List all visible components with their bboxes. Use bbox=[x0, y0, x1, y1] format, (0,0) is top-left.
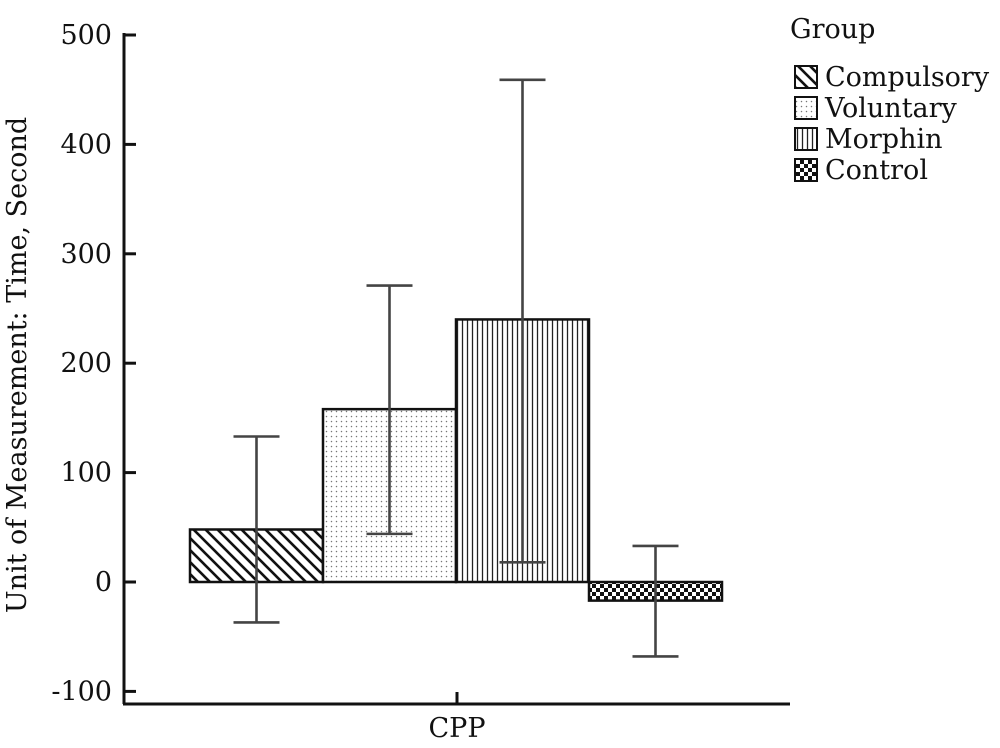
y-tick-label-200: 200 bbox=[60, 348, 112, 379]
y-tick-label--100: -100 bbox=[51, 676, 112, 707]
y-tick-label-500: 500 bbox=[60, 20, 112, 51]
legend-swatch-compulsory bbox=[794, 65, 818, 89]
y-tick-label-300: 300 bbox=[60, 239, 112, 270]
legend-label-voluntary: Voluntary bbox=[824, 93, 958, 124]
y-tick-label-400: 400 bbox=[60, 129, 112, 160]
y-ticks: 500 400 300 200 100 0 -100 bbox=[51, 20, 136, 707]
legend-label-morphin: Morphin bbox=[825, 124, 943, 155]
legend-label-compulsory: Compulsory bbox=[825, 62, 990, 93]
error-bar-control bbox=[632, 544, 679, 658]
legend-label-control: Control bbox=[825, 155, 928, 186]
x-tick-label-cpp: CPP bbox=[429, 713, 486, 744]
legend-swatch-voluntary bbox=[794, 96, 818, 120]
error-bar-voluntary bbox=[366, 284, 413, 536]
y-axis-title: Unit of Measurement: Time, Second bbox=[2, 117, 33, 613]
error-bar-morphin bbox=[499, 78, 546, 564]
y-tick-label-100: 100 bbox=[60, 458, 112, 489]
legend-title: Group bbox=[790, 14, 875, 45]
legend-swatch-control bbox=[794, 158, 818, 182]
bars bbox=[188, 318, 724, 602]
y-tick-label-0: 0 bbox=[95, 567, 112, 598]
error-bar-compulsory bbox=[233, 435, 280, 624]
error-bars bbox=[233, 78, 679, 658]
legend-swatch-morphin bbox=[794, 127, 818, 151]
